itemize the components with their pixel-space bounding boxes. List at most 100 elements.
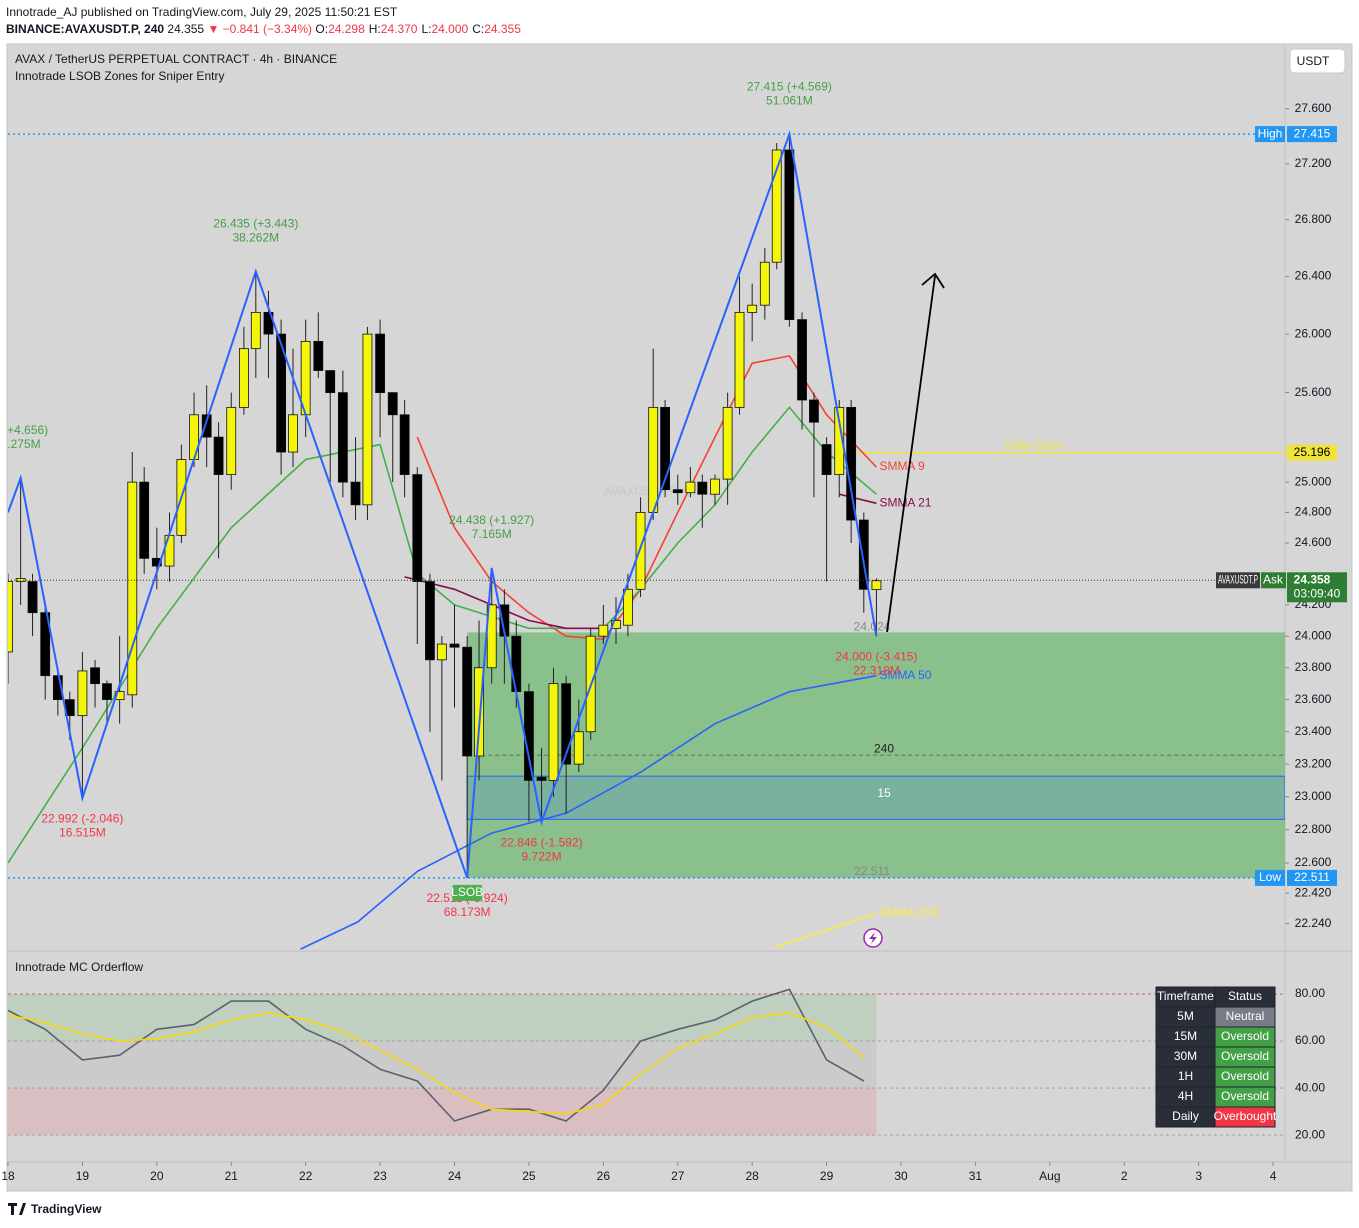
candle-body: [548, 683, 559, 781]
candle-body: [635, 512, 646, 590]
pivot-volume: 9.722M: [522, 849, 562, 863]
candle-body: [784, 149, 795, 321]
candle-body: [511, 635, 522, 693]
header: Innotrade_AJ published on TradingView.co…: [6, 4, 525, 38]
y-tick-label: 23.800: [1295, 660, 1332, 674]
candle-body: [536, 776, 547, 781]
zone-top-label: 24.024: [854, 620, 891, 634]
currency-label[interactable]: USDT: [1297, 54, 1330, 68]
drawn-arrow: [886, 275, 936, 633]
level-value-badge: [1287, 126, 1337, 143]
chart-background: [6, 43, 1353, 1192]
candle-body: [288, 414, 298, 453]
y-tick-label: 26.000: [1295, 326, 1332, 340]
candle-body: [611, 620, 621, 629]
x-tick-label: 24: [448, 1169, 462, 1183]
chart-subtitle: Innotrade LSOB Zones for Sniper Entry: [15, 69, 224, 83]
x-tick-label: 29: [820, 1169, 834, 1183]
zone-label: 15: [877, 786, 891, 800]
candle-body: [151, 557, 162, 567]
candle-body: [387, 392, 398, 416]
candle-body: [127, 481, 138, 696]
y-tick-label: 27.200: [1295, 156, 1332, 170]
currency-button[interactable]: [1289, 48, 1346, 74]
pivot-volume: 16.515M: [59, 825, 106, 839]
candle-body: [350, 481, 361, 506]
candle-body: [722, 406, 733, 480]
candle-body: [40, 612, 51, 677]
x-tick-label: 25: [522, 1169, 536, 1183]
ohlc-value: 24.355: [484, 22, 521, 36]
osc-line: [8, 988, 865, 1122]
ohlc-key: L:: [421, 22, 432, 36]
candle-body: [622, 588, 633, 626]
y-tick-label: 25.600: [1295, 385, 1332, 399]
x-tick-label: 26: [597, 1169, 611, 1183]
pivot-label: 22.846 (-1.592): [501, 835, 583, 849]
candle-body: [474, 667, 484, 757]
level-value-badge: [1287, 444, 1337, 461]
chart-title: AVAX / TetherUS PERPETUAL CONTRACT · 4h …: [15, 52, 337, 66]
zone: [466, 775, 1285, 820]
x-tick-label: 28: [745, 1169, 759, 1183]
y-tick-label: 24.800: [1295, 505, 1332, 519]
x-tick-label: 18: [1, 1169, 15, 1183]
osc-zone: [8, 1088, 877, 1136]
ma-label: SMMA 21: [879, 495, 931, 509]
x-tick-label: 3: [1195, 1169, 1202, 1183]
x-tick-label: 2: [1121, 1169, 1128, 1183]
level-name: Low: [1259, 870, 1281, 884]
pivot-volume: 68.173M: [444, 905, 491, 919]
drawn-arrow-head: [921, 272, 945, 289]
x-tick-label: Aug: [1039, 1169, 1060, 1183]
osc-tick-label: 40.00: [1295, 1080, 1325, 1094]
candle-body: [797, 319, 807, 401]
x-tick-label: 27: [671, 1169, 685, 1183]
candle-body: [77, 670, 88, 717]
level-name-badge: [1255, 869, 1285, 886]
symbol-label: AVAXUSDT.P: [1218, 572, 1258, 586]
pivot-label: 26.435 (+3.443): [213, 217, 298, 231]
y-tick-label: 23.400: [1295, 724, 1332, 738]
pivot-label: 8 (+4.656): [0, 423, 48, 437]
y-tick-label: 22.600: [1295, 855, 1332, 869]
candle-body: [164, 534, 175, 567]
osc-zone: [8, 1041, 877, 1089]
osc-tick-label: 80.00: [1295, 986, 1325, 1000]
candle-body: [27, 581, 38, 614]
pivot-label: 22.992 (-2.046): [41, 811, 123, 825]
table-text: 1H: [1178, 1069, 1193, 1083]
ohlc-key: H:: [368, 22, 381, 36]
y-tick-label: 24.600: [1295, 535, 1332, 549]
ma-label: SMMA 50: [879, 668, 931, 682]
last-value: 24.358: [1294, 572, 1331, 586]
x-tick-label: 23: [373, 1169, 387, 1183]
x-tick-label: 31: [969, 1169, 983, 1183]
x-tick-label: 19: [76, 1169, 90, 1183]
candle-body: [561, 683, 572, 765]
lsob-badge: [452, 884, 483, 901]
ma-label: SMMA 9: [879, 459, 925, 473]
pivot-label: 24.000 (-3.415): [835, 649, 917, 663]
table-text: Oversold: [1221, 1089, 1269, 1103]
candle-body: [102, 683, 112, 701]
candle-body: [201, 414, 212, 438]
overlay: AVAX / TetherUS PERPETUAL CONTRACT · 4h …: [1, 48, 1347, 1216]
y-tick-label: 22.800: [1295, 822, 1332, 836]
zone-bottom-label: 22.511: [854, 864, 890, 878]
table-header: Timeframe: [1157, 989, 1214, 1003]
logo-icon: [8, 1203, 26, 1215]
y-tick-label: 23.000: [1295, 789, 1332, 803]
table-text: Daily: [1172, 1109, 1199, 1123]
pivot-volume: 38.262M: [232, 231, 279, 245]
level-name-badge: [1255, 126, 1285, 143]
candle-body: [8, 581, 13, 653]
candle-body: [337, 392, 348, 483]
symbol: BINANCE:AVAXUSDT.P, 240: [6, 22, 165, 36]
x-tick-label: 21: [225, 1169, 239, 1183]
candle-body: [250, 311, 261, 350]
zone-label: 240: [874, 741, 894, 755]
zigzag-line: [8, 130, 878, 879]
